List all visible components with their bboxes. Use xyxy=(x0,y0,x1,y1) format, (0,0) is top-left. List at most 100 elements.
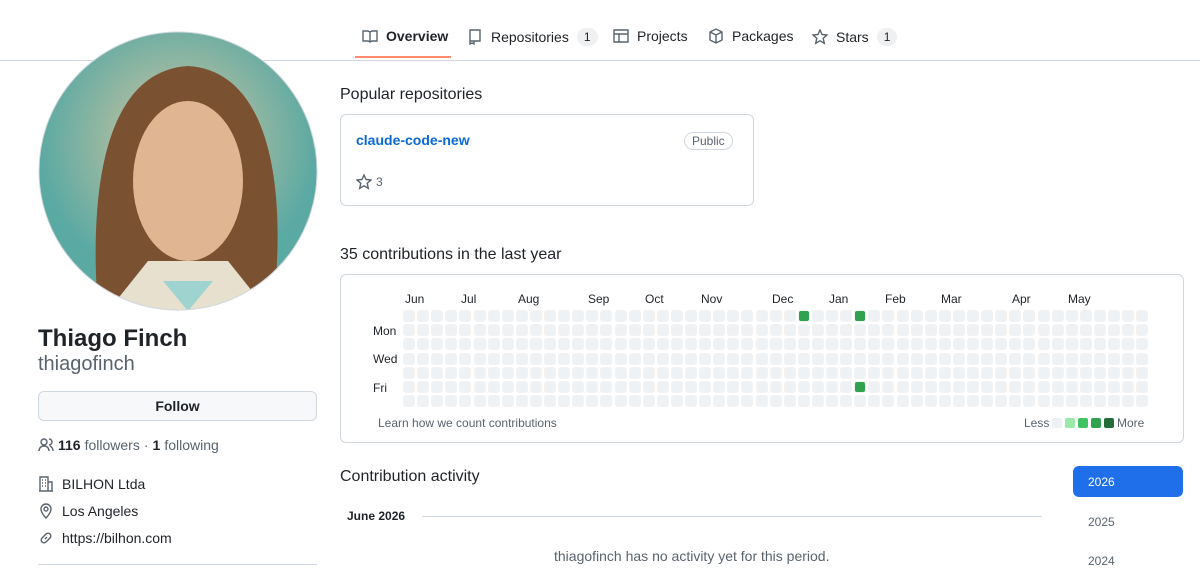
day-cell[interactable] xyxy=(1009,310,1022,322)
day-cell[interactable] xyxy=(445,310,458,322)
day-cell[interactable] xyxy=(459,352,472,365)
day-cell[interactable] xyxy=(1037,352,1050,365)
day-cell[interactable] xyxy=(558,366,571,379)
day-cell[interactable] xyxy=(952,324,965,337)
day-cell[interactable] xyxy=(614,395,627,408)
day-cell[interactable] xyxy=(417,352,430,365)
day-cell[interactable] xyxy=(614,310,627,322)
day-cell[interactable] xyxy=(967,324,979,337)
day-cell[interactable] xyxy=(403,352,415,365)
day-cell[interactable] xyxy=(769,338,782,351)
day-cell[interactable] xyxy=(995,352,1008,365)
tab[interactable]: Packages xyxy=(708,28,793,44)
day-cell[interactable] xyxy=(1108,338,1120,351)
day-cell[interactable] xyxy=(981,310,994,322)
followers-count[interactable]: 116 xyxy=(58,437,81,453)
day-cell[interactable] xyxy=(967,310,979,322)
day-cell[interactable] xyxy=(1009,381,1022,393)
day-cell[interactable] xyxy=(487,338,500,351)
day-cell[interactable] xyxy=(1093,381,1106,393)
day-cell[interactable] xyxy=(981,352,994,365)
day-cell[interactable] xyxy=(685,381,697,393)
day-cell[interactable] xyxy=(1037,395,1050,408)
day-cell[interactable] xyxy=(1093,310,1106,322)
day-cell[interactable] xyxy=(840,381,853,393)
day-cell[interactable] xyxy=(713,352,726,365)
day-cell[interactable] xyxy=(403,324,415,337)
day-cell[interactable] xyxy=(529,381,542,393)
day-cell[interactable] xyxy=(1079,381,1092,393)
following-count[interactable]: 1 xyxy=(152,437,161,453)
day-cell[interactable] xyxy=(769,310,782,322)
day-cell[interactable] xyxy=(628,310,641,322)
day-cell[interactable] xyxy=(670,338,683,351)
day-cell[interactable] xyxy=(670,352,683,365)
day-cell[interactable] xyxy=(544,395,556,408)
day-cell[interactable] xyxy=(840,324,853,337)
day-cell[interactable] xyxy=(1122,381,1135,393)
day-cell[interactable] xyxy=(685,352,697,365)
day-cell[interactable] xyxy=(529,395,542,408)
day-cell[interactable] xyxy=(854,395,867,408)
day-cell[interactable] xyxy=(600,352,613,365)
day-cell[interactable] xyxy=(558,324,571,337)
day-cell[interactable] xyxy=(1093,338,1106,351)
day-cell[interactable] xyxy=(473,352,486,365)
day-cell[interactable] xyxy=(952,395,965,408)
day-cell[interactable] xyxy=(924,352,937,365)
day-cell[interactable] xyxy=(741,352,754,365)
day-cell[interactable] xyxy=(882,310,895,322)
day-cell[interactable] xyxy=(1023,352,1036,365)
day-cell[interactable] xyxy=(924,381,937,393)
day-cell[interactable] xyxy=(1037,338,1050,351)
day-cell[interactable] xyxy=(656,310,669,322)
day-cell[interactable] xyxy=(896,395,909,408)
day-cell[interactable] xyxy=(840,352,853,365)
tab[interactable]: Stars 1 xyxy=(812,28,898,46)
day-cell[interactable] xyxy=(501,395,514,408)
day-cell[interactable] xyxy=(586,395,599,408)
tab[interactable]: Repositories 1 xyxy=(467,28,598,46)
day-cell[interactable] xyxy=(1136,338,1149,351)
day-cell[interactable] xyxy=(403,366,415,379)
day-cell[interactable] xyxy=(1009,352,1022,365)
day-cell[interactable] xyxy=(1009,338,1022,351)
day-cell[interactable] xyxy=(826,366,838,379)
day-cell[interactable] xyxy=(642,366,655,379)
day-cell[interactable] xyxy=(1065,352,1078,365)
day-cell[interactable] xyxy=(1051,395,1064,408)
day-cell[interactable] xyxy=(741,381,754,393)
day-cell[interactable] xyxy=(854,366,867,379)
day-cell[interactable] xyxy=(1093,324,1106,337)
day-cell[interactable] xyxy=(967,395,979,408)
day-cell[interactable] xyxy=(1051,352,1064,365)
day-cell[interactable] xyxy=(1122,338,1135,351)
day-cell[interactable] xyxy=(995,310,1008,322)
day-cell[interactable] xyxy=(558,352,571,365)
follow-button[interactable]: Follow xyxy=(38,391,317,421)
day-cell[interactable] xyxy=(685,366,697,379)
day-cell[interactable] xyxy=(670,310,683,322)
day-cell[interactable] xyxy=(685,338,697,351)
day-cell[interactable] xyxy=(769,381,782,393)
day-cell[interactable] xyxy=(938,310,951,322)
day-cell[interactable] xyxy=(811,324,824,337)
day-cell[interactable] xyxy=(1023,395,1036,408)
day-cell[interactable] xyxy=(417,338,430,351)
day-cell[interactable] xyxy=(727,324,740,337)
day-cell[interactable] xyxy=(1108,310,1120,322)
day-cell[interactable] xyxy=(487,352,500,365)
day-cell[interactable] xyxy=(544,310,556,322)
day-cell[interactable] xyxy=(1051,366,1064,379)
year-button[interactable]: 2025 xyxy=(1088,514,1115,529)
day-cell[interactable] xyxy=(1037,310,1050,322)
day-cell[interactable] xyxy=(1093,352,1106,365)
day-cell[interactable] xyxy=(797,366,810,379)
day-cell[interactable] xyxy=(1065,338,1078,351)
day-cell[interactable] xyxy=(1009,366,1022,379)
day-cell[interactable] xyxy=(1065,395,1078,408)
day-cell[interactable] xyxy=(938,381,951,393)
day-cell[interactable] xyxy=(811,338,824,351)
day-cell[interactable] xyxy=(445,381,458,393)
day-cell[interactable] xyxy=(967,381,979,393)
